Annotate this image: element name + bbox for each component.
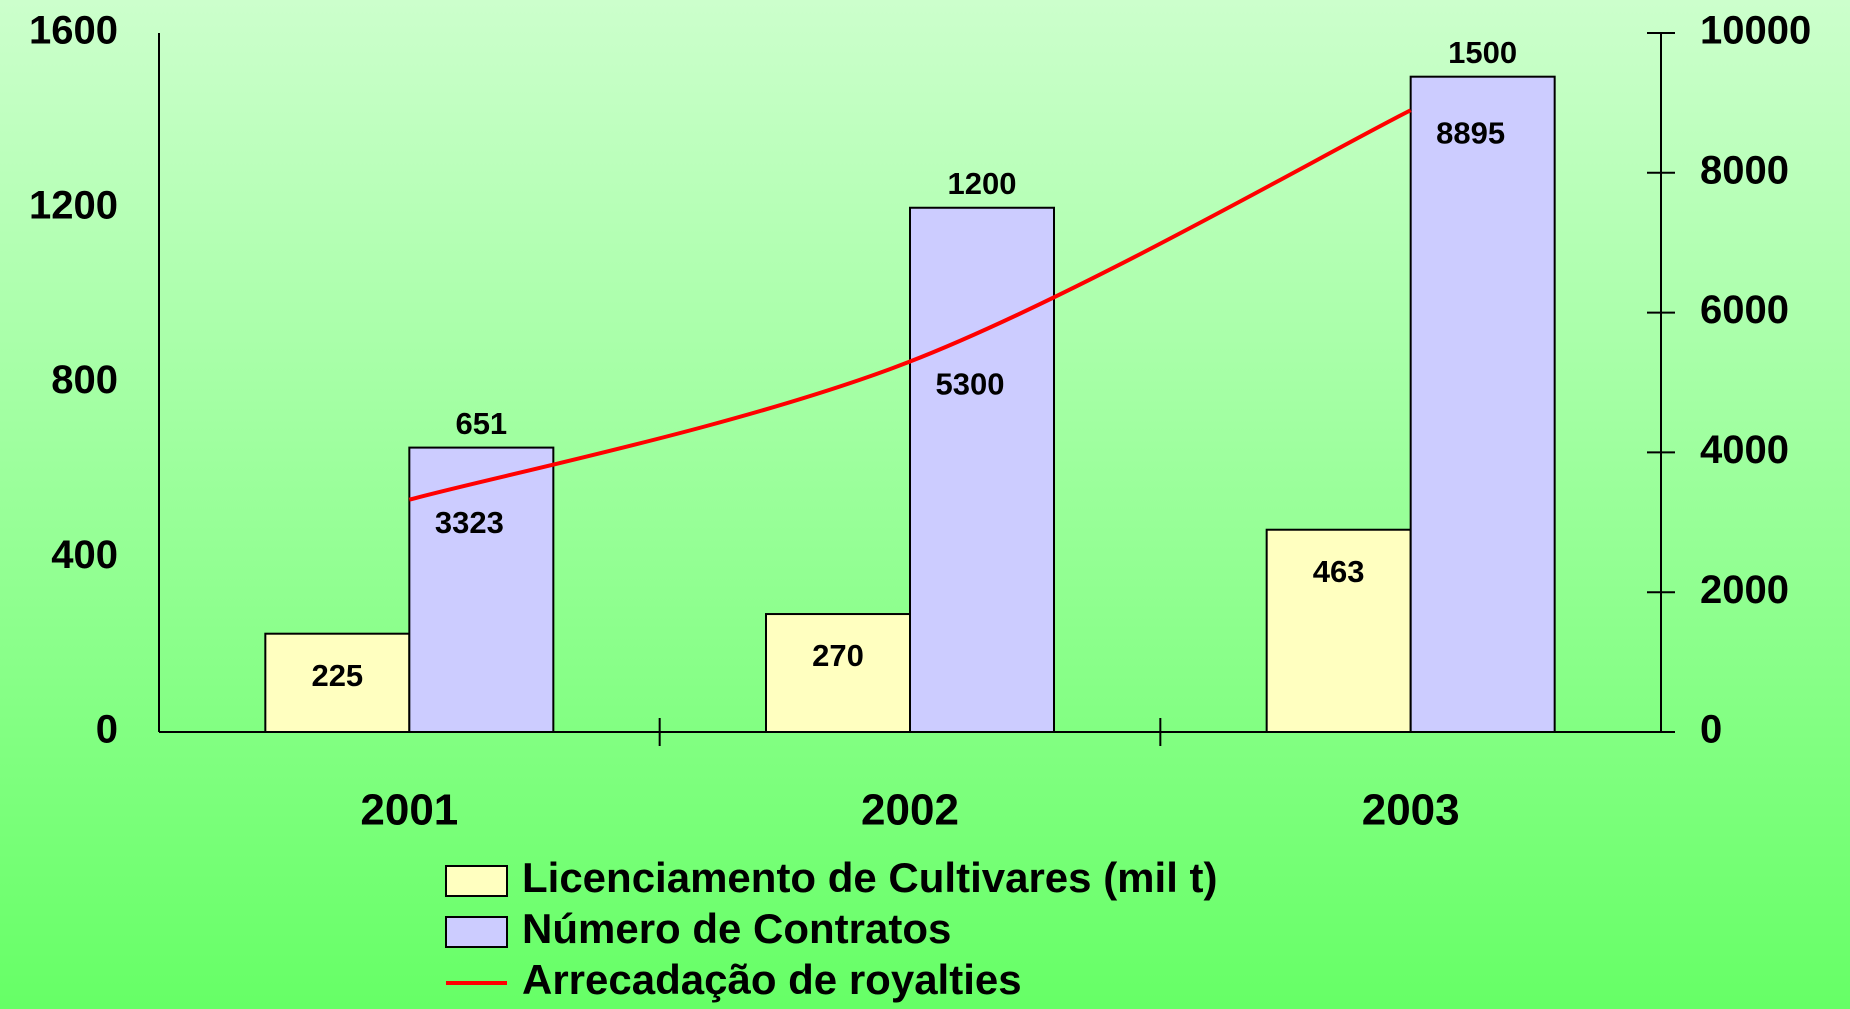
bar: [1409, 75, 1556, 733]
legend-swatch: [445, 916, 508, 948]
legend-label: Número de Contratos: [522, 905, 951, 952]
legend-label: Arrecadação de royalties: [522, 956, 1022, 1003]
legend-label: Licenciamento de Cultivares (mil t): [522, 854, 1218, 901]
data-label: 225: [311, 658, 363, 693]
bar: [765, 613, 911, 734]
y2-tick-label: 4000: [1700, 428, 1789, 472]
y-tick-label: 1600: [29, 9, 118, 53]
y-tick-label: 0: [96, 708, 118, 752]
y-tick-label: 1200: [29, 183, 118, 227]
y-tick-label: 400: [51, 533, 118, 577]
data-label: 5300: [936, 367, 1005, 402]
y-tick-label: 800: [51, 358, 118, 402]
y2-tick-label: 2000: [1700, 568, 1789, 612]
data-label: 463: [1313, 554, 1365, 589]
bar: [909, 206, 1055, 733]
x-tick-label: 2003: [1362, 786, 1460, 835]
bar: [408, 446, 555, 733]
data-label: 1200: [948, 166, 1017, 201]
y2-tick-label: 0: [1700, 708, 1722, 752]
line: [408, 108, 1412, 502]
legend-swatch: [445, 865, 508, 897]
data-label: 8895: [1436, 115, 1505, 150]
data-label: 3323: [435, 505, 504, 540]
data-label: 651: [455, 406, 507, 441]
y2-tick-label: 8000: [1700, 148, 1789, 192]
data-label: 270: [812, 638, 864, 673]
x-tick-label: 2001: [360, 786, 458, 835]
bar: [264, 632, 411, 733]
data-label: 1500: [1448, 35, 1517, 70]
bar: [1265, 528, 1412, 733]
y2-tick-label: 6000: [1700, 288, 1789, 332]
y2-tick-label: 10000: [1700, 9, 1811, 53]
x-tick-label: 2002: [861, 786, 959, 835]
